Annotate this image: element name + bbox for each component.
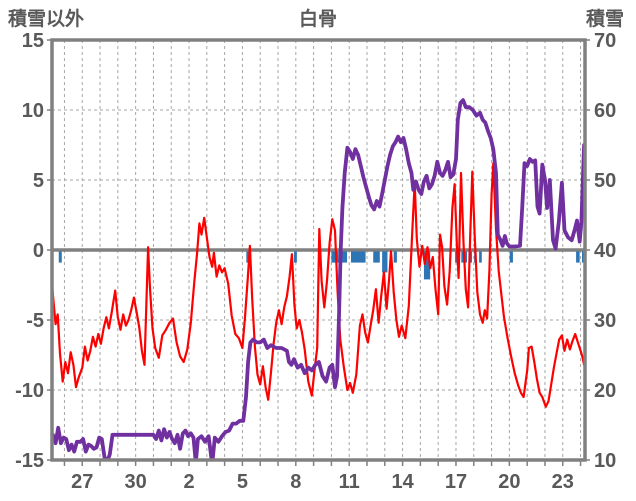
right-axis-tick-label: 30 — [594, 310, 616, 332]
left-axis-title: 積雪以外 — [8, 9, 85, 30]
precipitation-bar — [382, 251, 388, 273]
left-axis-tick-label: 15 — [22, 30, 44, 52]
precipitation-bar — [350, 251, 366, 263]
x-axis-tick-label: 14 — [391, 471, 414, 493]
left-axis-tick-label: 5 — [33, 170, 44, 192]
x-axis-tick-label: 11 — [339, 471, 360, 493]
right-axis-tick-label: 50 — [594, 170, 616, 192]
precipitation-bar — [58, 251, 62, 263]
precipitation-bar — [509, 251, 513, 263]
right-axis-tick-label: 60 — [594, 100, 616, 122]
right-axis-title: 積雪 — [585, 9, 624, 30]
x-axis-tick-label: 20 — [498, 471, 520, 493]
precipitation-bar — [479, 251, 482, 263]
x-axis-tick-label: 27 — [71, 471, 93, 493]
right-axis-tick-label: 40 — [594, 240, 616, 262]
left-axis-tick-label: 10 — [22, 100, 44, 122]
left-axis-tick-label: -15 — [15, 450, 44, 472]
precipitation-bar — [373, 251, 380, 263]
precipitation-bar — [423, 251, 431, 280]
precipitation-bar — [340, 251, 348, 263]
x-axis-tick-label: 5 — [237, 471, 248, 493]
precipitation-bar — [331, 251, 339, 263]
series-purple-line — [52, 98, 585, 460]
x-axis-tick-label: 2 — [183, 471, 194, 493]
x-axis-tick-label: 30 — [125, 471, 147, 493]
left-axis-tick-label: -10 — [15, 380, 44, 402]
precipitation-bar — [393, 251, 397, 263]
right-axis-tick-label: 70 — [594, 30, 616, 52]
right-axis-tick-label: 20 — [594, 380, 616, 402]
precipitation-bar — [246, 251, 250, 263]
chart-title: 白骨 — [298, 9, 337, 30]
x-axis-tick-label: 23 — [552, 471, 574, 493]
left-axis-tick-label: -5 — [26, 310, 44, 332]
left-axis-tick-label: 0 — [33, 240, 44, 262]
x-axis-tick-label: 8 — [290, 471, 301, 493]
precipitation-bar — [576, 251, 580, 263]
series-red-line — [52, 162, 585, 408]
x-axis-tick-label: 17 — [445, 471, 467, 493]
precipitation-bar — [294, 251, 297, 263]
right-axis-tick-label: 10 — [594, 450, 616, 472]
